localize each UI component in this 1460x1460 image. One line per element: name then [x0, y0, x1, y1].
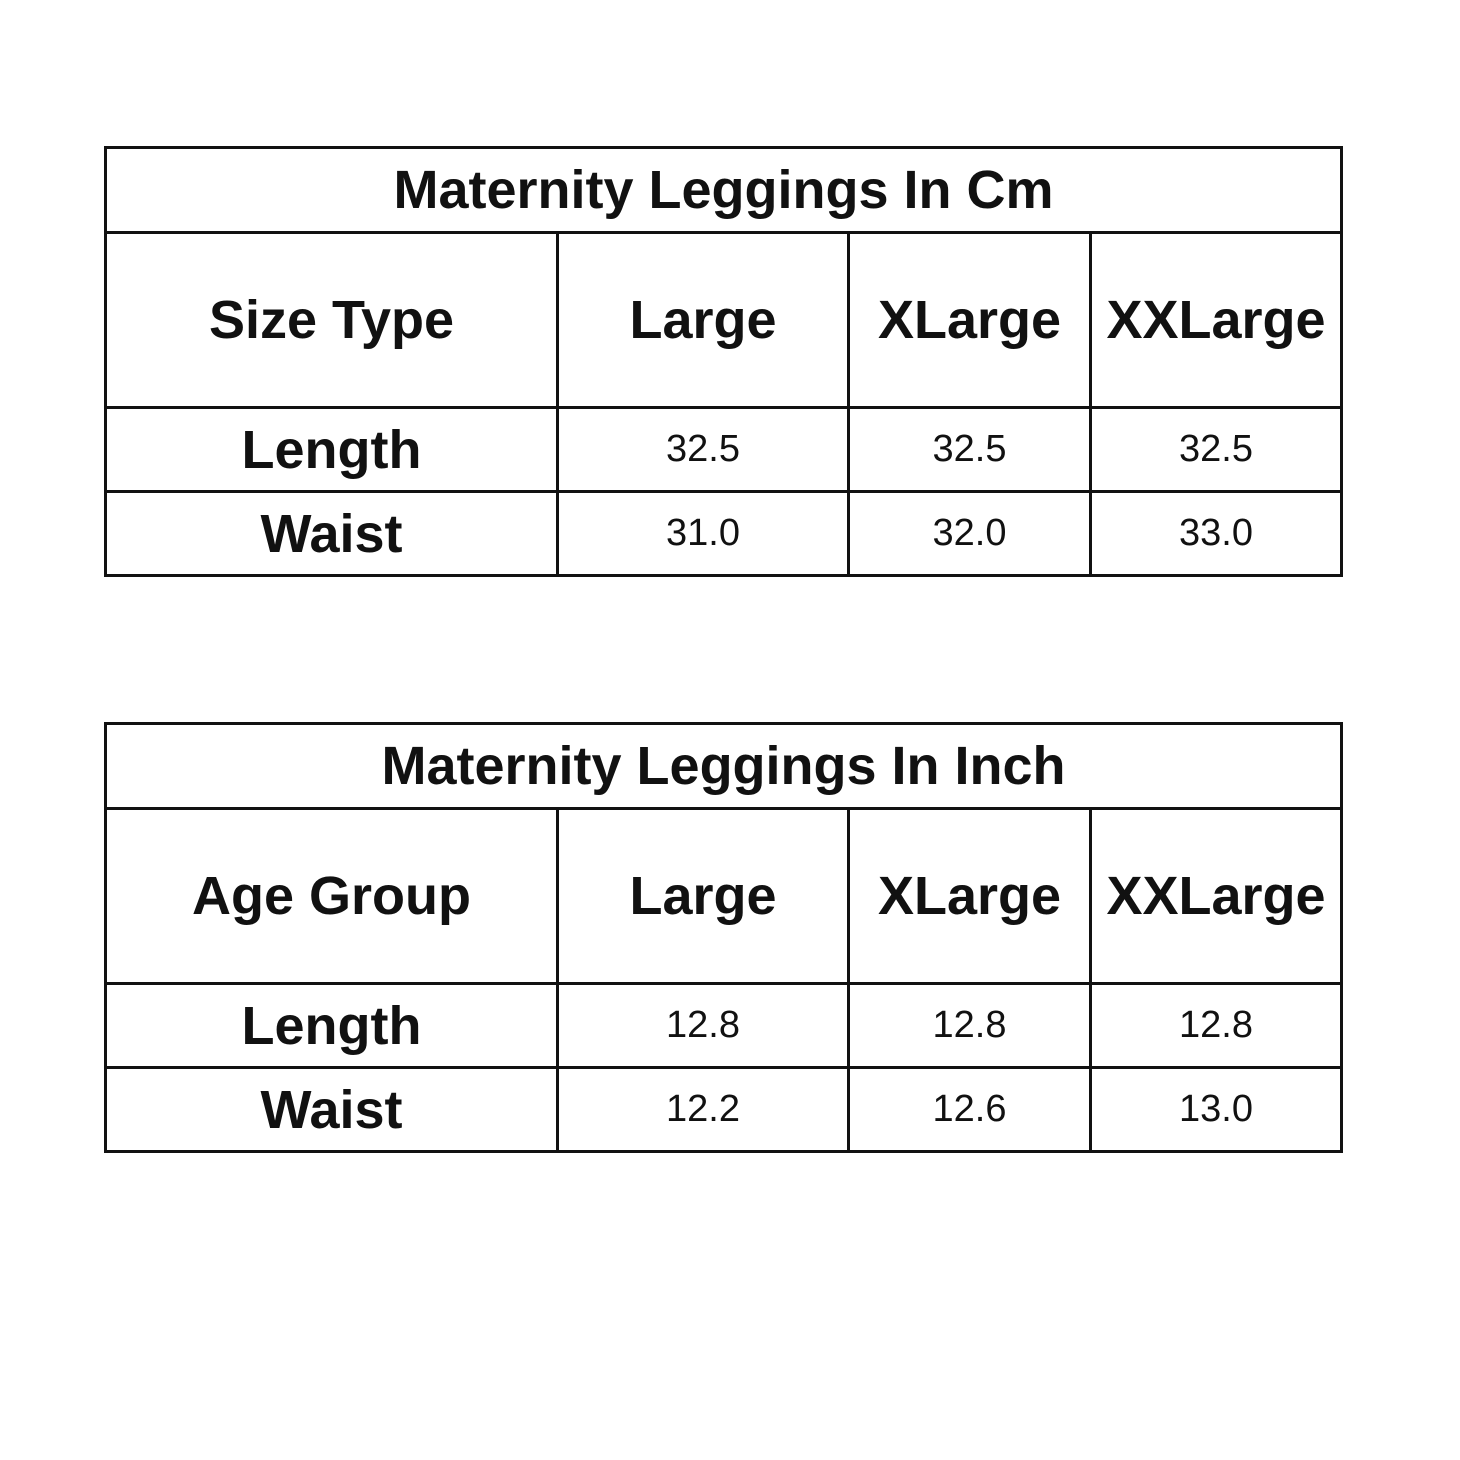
value-cell: 32.5 — [847, 406, 1092, 493]
data-row: Waist 12.2 12.6 13.0 — [104, 1066, 1344, 1153]
row-label: Length — [104, 982, 559, 1069]
table-title: Maternity Leggings In Cm — [104, 146, 1343, 234]
title-row: Maternity Leggings In Cm — [104, 146, 1343, 234]
table-title: Maternity Leggings In Inch — [103, 722, 1344, 810]
value-cell: 12.8 — [1088, 982, 1344, 1069]
header-cell: Large — [556, 231, 850, 409]
header-row: Age Group Large XLarge XXLarge — [104, 807, 1344, 985]
header-cell: Age Group — [104, 807, 559, 985]
header-row: Size Type Large XLarge XXLarge — [104, 231, 1343, 409]
data-row: Length 12.8 12.8 12.8 — [104, 982, 1344, 1069]
value-cell: 32.5 — [1089, 406, 1343, 493]
value-cell: 12.8 — [556, 982, 850, 1069]
value-cell: 13.0 — [1088, 1066, 1344, 1153]
value-cell: 32.0 — [847, 490, 1092, 577]
header-cell: XLarge — [847, 807, 1092, 985]
header-cell: Size Type — [104, 231, 559, 409]
row-label: Waist — [104, 490, 559, 577]
value-cell: 12.2 — [556, 1066, 850, 1153]
size-table: Maternity Leggings In Cm Size Type Large XL… — [104, 146, 1343, 577]
header-cell: XXLarge — [1089, 231, 1343, 409]
value-cell: 12.8 — [847, 982, 1092, 1069]
header-cell: XLarge — [847, 231, 1092, 409]
size-table: Maternity Leggings In Inch Age Group Large… — [103, 722, 1344, 1153]
value-cell: 32.5 — [556, 406, 850, 493]
title-row: Maternity Leggings In Inch — [103, 722, 1344, 810]
row-label: Length — [104, 406, 559, 493]
data-row: Length 32.5 32.5 32.5 — [104, 406, 1343, 493]
data-row: Waist 31.0 32.0 33.0 — [104, 490, 1343, 577]
value-cell: 33.0 — [1089, 490, 1343, 577]
value-cell: 31.0 — [556, 490, 850, 577]
header-cell: XXLarge — [1088, 807, 1344, 985]
row-label: Waist — [104, 1066, 559, 1153]
value-cell: 12.6 — [847, 1066, 1092, 1153]
header-cell: Large — [556, 807, 850, 985]
